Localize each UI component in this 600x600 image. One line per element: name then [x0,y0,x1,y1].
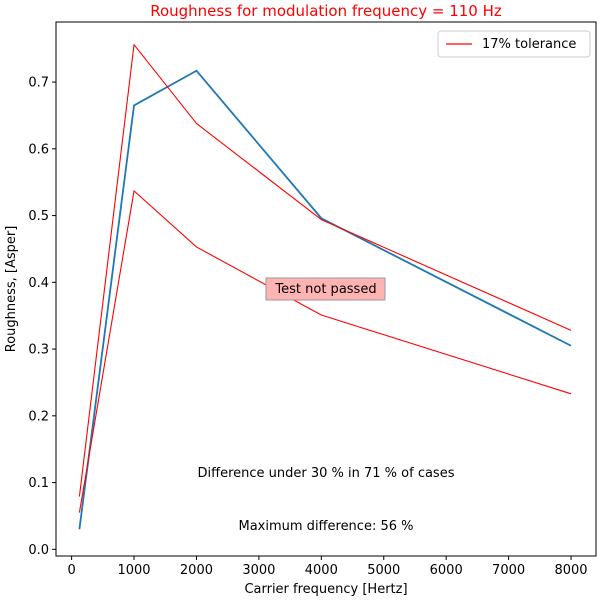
x-tick-label: 1000 [117,563,150,578]
y-tick-label: 0.5 [28,209,49,224]
difference-annotation: Difference under 30 % in 71 % of cases [198,466,455,481]
x-tick-label: 0 [67,563,75,578]
plot-area [55,21,597,557]
x-tick-label: 7000 [492,563,525,578]
y-axis: 0.0 0.1 0.2 0.3 0.4 0.5 0.6 0.7 [28,76,56,558]
series-line-measured [78,69,572,530]
series-line-upper [78,44,572,497]
y-tick-label: 0.3 [28,343,49,358]
max-difference-annotation: Maximum difference: 56 % [239,519,414,534]
legend-box [437,30,591,58]
x-tick-label: 2000 [180,563,213,578]
y-tick-label: 0.4 [28,276,49,291]
y-tick-label: 0.6 [28,142,49,157]
x-axis: 0 1000 2000 3000 4000 5000 6000 7000 8000 [67,556,588,578]
x-tick-label: 3000 [242,563,275,578]
legend-label: 17% tolerance [482,37,576,52]
series-layer [78,44,572,530]
legend: 17% tolerance [437,30,591,58]
series-line-lower [78,190,572,513]
x-axis-label: Carrier frequency [Hertz] [244,582,407,597]
y-tick-label: 0.1 [28,476,49,491]
chart-title: Roughness for modulation frequency = 110… [150,2,502,20]
y-axis-label: Roughness, [Asper] [4,226,19,353]
status-text: Test not passed [274,282,376,297]
y-tick-label: 0.2 [28,409,49,424]
y-tick-label: 0.7 [28,76,49,91]
x-tick-label: 8000 [554,563,587,578]
x-tick-label: 6000 [430,563,463,578]
status-box [265,277,386,301]
x-tick-label: 4000 [305,563,338,578]
status-annotation: Test not passed [265,277,386,301]
y-tick-label: 0.0 [28,543,49,558]
x-tick-label: 5000 [367,563,400,578]
